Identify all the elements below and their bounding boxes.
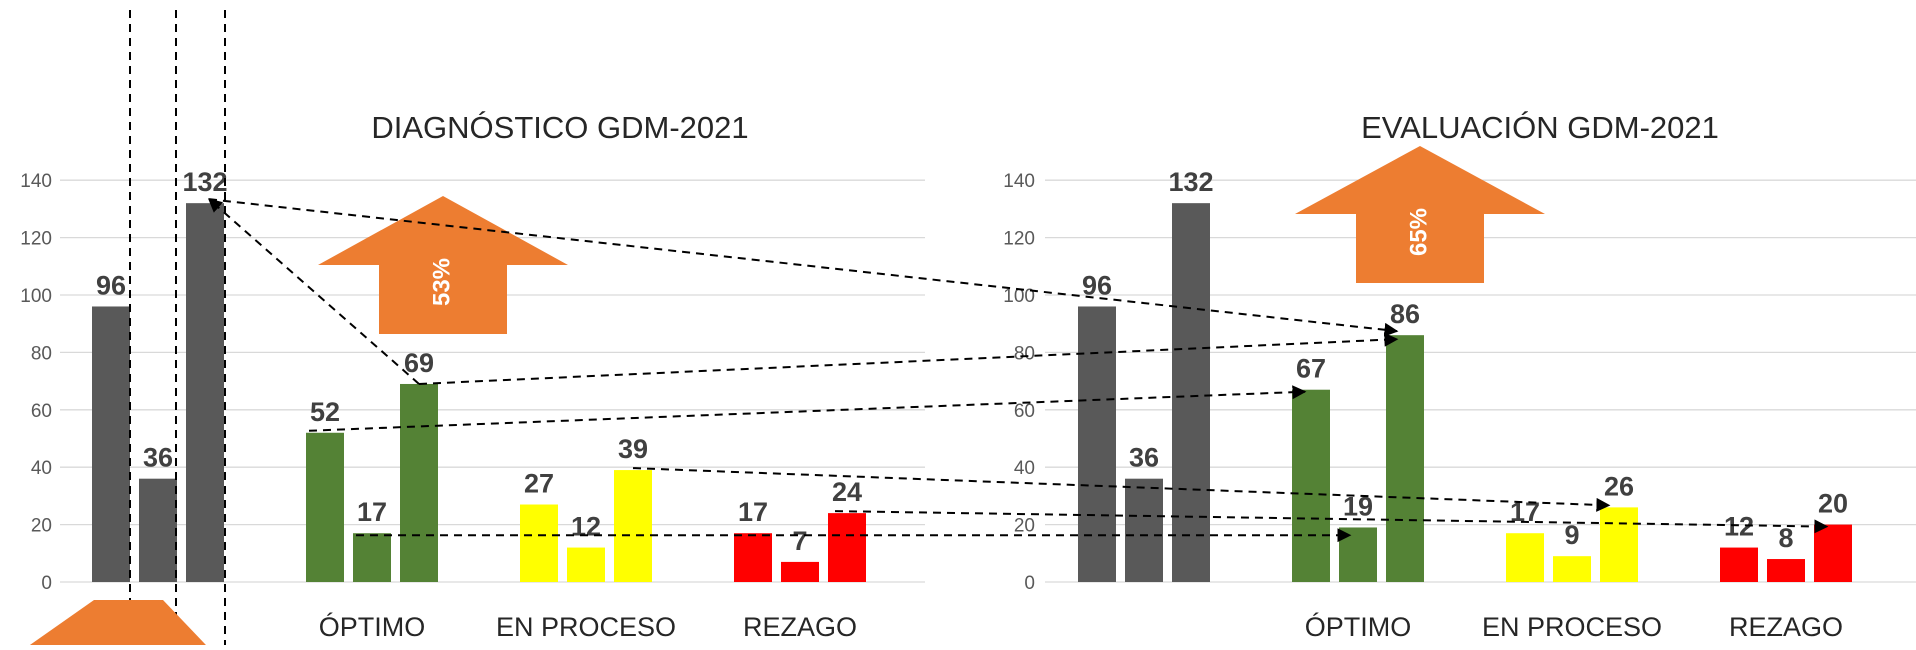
chart-panel-2: 0 20 40 60 80 100 120 140 EVALUACIÓN GDM-2021 96 3… (1003, 110, 1916, 642)
y-tick-label: 40 (31, 458, 52, 479)
y-tick-label: 100 (1003, 286, 1035, 307)
data-label: 17 (357, 497, 387, 527)
data-label: 36 (143, 443, 173, 473)
category-label: ÓPTIMO (1305, 611, 1412, 642)
data-label: 69 (404, 348, 434, 378)
chart-title: EVALUACIÓN GDM-2021 (1361, 110, 1719, 145)
bar (567, 547, 605, 582)
data-label: 26 (1604, 471, 1634, 501)
bar (828, 513, 866, 582)
y-tick-label: 80 (1014, 343, 1035, 364)
bar (614, 470, 652, 582)
y-tick-label: 40 (1014, 458, 1035, 479)
bar (1506, 533, 1544, 582)
y-tick-label: 120 (20, 229, 52, 250)
data-label: 132 (1168, 167, 1213, 197)
growth-arrow-partial (22, 600, 211, 650)
data-label: 12 (571, 512, 601, 542)
y-tick-label: 20 (31, 516, 52, 537)
bar (1339, 527, 1377, 582)
bar (1125, 478, 1163, 582)
percentage-label: 53% (428, 258, 455, 306)
bar (1078, 306, 1116, 582)
bar (1720, 547, 1758, 582)
y-tick-label: 0 (41, 573, 52, 594)
bar (1553, 556, 1591, 582)
dashed-arrow (632, 467, 1611, 512)
dashed-arrow (418, 332, 1399, 385)
category-label: EN PROCESO (1482, 612, 1662, 642)
data-label: 67 (1296, 354, 1326, 384)
dashed-arrow (834, 510, 1829, 534)
data-label: 7 (792, 526, 807, 556)
bar (734, 533, 772, 582)
growth-arrow (1295, 146, 1545, 283)
data-label: 27 (524, 469, 554, 499)
y-tick-label: 100 (20, 286, 52, 307)
category-label: REZAGO (1729, 612, 1843, 642)
bar (353, 533, 391, 582)
data-label: 96 (96, 270, 126, 300)
data-label: 17 (738, 497, 768, 527)
dashed-arrow (308, 385, 1307, 432)
percentage-label: 65% (1405, 208, 1432, 256)
bar (306, 432, 344, 582)
data-label: 96 (1082, 270, 1112, 300)
dashed-arrow (207, 198, 420, 385)
bar (520, 504, 558, 582)
annotation-lines (129, 10, 1829, 645)
bar (1386, 335, 1424, 582)
bar (1600, 507, 1638, 582)
data-label: 39 (618, 434, 648, 464)
bar (1172, 203, 1210, 582)
dashed-arrow (208, 198, 1399, 337)
y-tick-label: 140 (20, 171, 52, 192)
bar (139, 478, 177, 582)
y-tick-label: 20 (1014, 516, 1035, 537)
data-label: 86 (1390, 299, 1420, 329)
y-tick-label: 120 (1003, 229, 1035, 250)
data-label: 9 (1564, 520, 1579, 550)
bar (1292, 389, 1330, 582)
data-label: 12 (1724, 512, 1754, 542)
y-tick-label: 80 (31, 343, 52, 364)
data-label: 20 (1818, 489, 1848, 519)
chart-title: DIAGNÓSTICO GDM-2021 (371, 110, 748, 145)
bar (400, 383, 438, 582)
y-tick-label: 0 (1024, 573, 1035, 594)
y-tick-label: 140 (1003, 171, 1035, 192)
y-tick-label: 60 (1014, 401, 1035, 422)
data-label: 36 (1129, 443, 1159, 473)
data-label: 132 (182, 167, 227, 197)
bar (1814, 524, 1852, 582)
chart-panel-1: 0 20 40 60 80 100 120 140 DIAGNÓSTICO GDM-2021 96… (20, 110, 925, 642)
growth-arrow (318, 196, 568, 334)
data-label: 52 (310, 397, 340, 427)
bar (186, 203, 224, 582)
bar (92, 306, 130, 582)
category-label: REZAGO (743, 612, 857, 642)
bar (781, 561, 819, 582)
data-label: 24 (832, 477, 862, 507)
y-tick-label: 60 (31, 401, 52, 422)
data-label: 8 (1778, 523, 1793, 553)
category-label: EN PROCESO (496, 612, 676, 642)
bar (1767, 559, 1805, 582)
category-label: ÓPTIMO (319, 611, 426, 642)
